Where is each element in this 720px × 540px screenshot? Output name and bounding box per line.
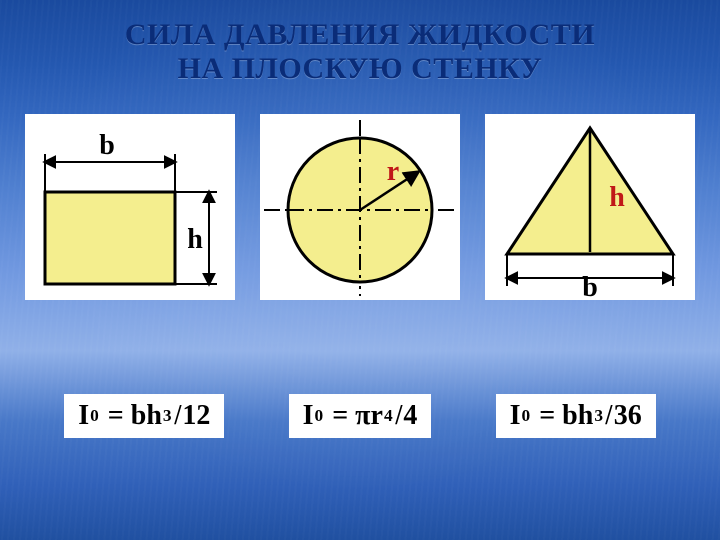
f2-slash: / <box>395 400 402 432</box>
formula-circle: I 0 = π r 4 / 4 <box>289 394 432 438</box>
formula-triangle: I 0 = bh 3 / 36 <box>496 394 656 438</box>
f1-slash: / <box>174 400 181 432</box>
f1-bh: bh <box>131 400 162 432</box>
f3-I: I <box>510 400 521 432</box>
circle-diagram: r <box>260 114 460 300</box>
slide-root: СИЛА ДАВЛЕНИЯ ЖИДКОСТИ НА ПЛОСКУЮ СТЕНКУ… <box>0 0 720 540</box>
b-label: b <box>99 130 115 161</box>
f2-I: I <box>303 400 314 432</box>
formula-rectangle: I 0 = bh 3 / 12 <box>64 394 224 438</box>
f1-eq: = <box>108 400 124 432</box>
f2-r: r <box>371 400 383 432</box>
f2-pi: π <box>355 400 370 432</box>
f3-bh: bh <box>562 400 593 432</box>
f2-eq: = <box>332 400 348 432</box>
shapes-row: b h <box>0 114 720 300</box>
title-line-1: СИЛА ДАВЛЕНИЯ ЖИДКОСТИ <box>0 18 720 52</box>
circle-card: r <box>260 114 460 300</box>
f2-den: 4 <box>403 400 417 432</box>
f1-den: 12 <box>182 400 210 432</box>
formulas-row: I 0 = bh 3 / 12 I 0 = π r 4 / 4 I 0 <box>0 394 720 438</box>
r-label: r <box>387 156 399 187</box>
f3-sup: 3 <box>594 406 603 426</box>
rectangle-shape <box>45 192 175 284</box>
b-label-triangle: b <box>582 272 598 300</box>
h-label-triangle: h <box>609 182 625 213</box>
h-label: h <box>187 224 203 255</box>
title-line-2: НА ПЛОСКУЮ СТЕНКУ <box>0 52 720 86</box>
f2-sub: 0 <box>315 406 324 426</box>
rectangle-diagram: b h <box>25 114 235 300</box>
triangle-card: h b <box>485 114 695 300</box>
f3-sub: 0 <box>522 406 531 426</box>
f3-slash: / <box>605 400 612 432</box>
f1-sub: 0 <box>90 406 99 426</box>
f1-sup: 3 <box>163 406 172 426</box>
f1-I: I <box>78 400 89 432</box>
rectangle-card: b h <box>25 114 235 300</box>
f3-den: 36 <box>614 400 642 432</box>
f3-eq: = <box>539 400 555 432</box>
triangle-diagram: h b <box>485 114 695 300</box>
slide-title: СИЛА ДАВЛЕНИЯ ЖИДКОСТИ НА ПЛОСКУЮ СТЕНКУ <box>0 18 720 86</box>
f2-sup: 4 <box>384 406 393 426</box>
